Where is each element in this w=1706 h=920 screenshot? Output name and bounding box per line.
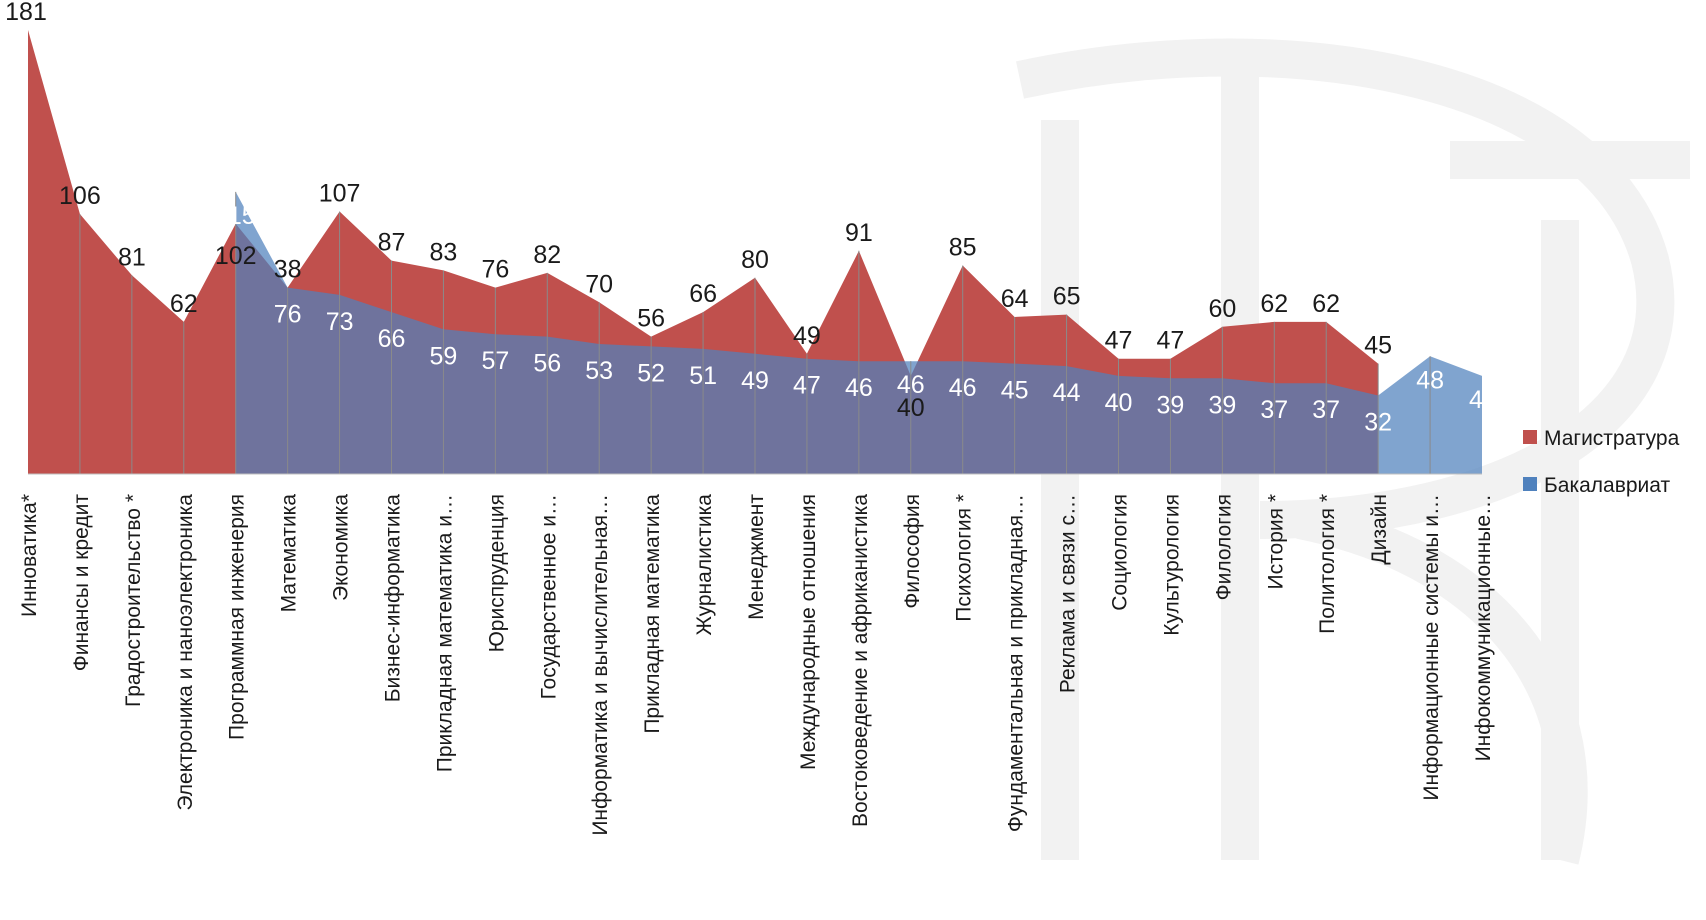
data-label-magistratura: 70 [585, 270, 613, 298]
data-label-magistratura: 45 [1364, 332, 1392, 360]
category-gridlines [79, 191, 1431, 474]
data-label-magistratura: 47 [1156, 327, 1184, 355]
data-label-magistratura: 106 [59, 182, 101, 210]
data-label-magistratura: 76 [481, 256, 509, 284]
data-label-magistratura: 87 [378, 229, 406, 257]
data-label-magistratura: 65 [1053, 283, 1081, 311]
data-label-magistratura: 62 [1312, 290, 1340, 318]
data-label-magistratura: 107 [319, 180, 361, 208]
data-label-magistratura: 91 [845, 219, 873, 247]
data-label-magistratura: 181 [5, 0, 47, 26]
category-label: Программная инженерия [226, 494, 249, 740]
data-label-magistratura: 49 [793, 322, 821, 350]
category-label: Градостроительство * [122, 494, 145, 707]
data-label-bakalavriat: 51 [689, 362, 717, 390]
data-label-magistratura: 82 [533, 241, 561, 269]
data-label-magistratura: 38 [274, 256, 302, 284]
data-label-bakalavriat: 47 [793, 372, 821, 400]
data-label-bakalavriat: 49 [741, 367, 769, 395]
category-label: Дизайн [1368, 494, 1391, 565]
category-label: Прикладная математика [641, 494, 664, 734]
category-label: История * [1264, 494, 1287, 589]
legend-swatch-bakalavriat [1523, 477, 1537, 491]
data-label-magistratura: 80 [741, 246, 769, 274]
category-label: Информатика и вычислительная… [589, 494, 612, 836]
legend-label-magistratura: Магистратура [1544, 427, 1680, 450]
category-label: Международные отношения [797, 494, 820, 770]
data-label-bakalavriat: 53 [585, 357, 613, 385]
category-label: Реклама и связи с… [1057, 494, 1080, 693]
category-label: Менеджмент [745, 494, 768, 620]
data-label-magistratura: 62 [1260, 290, 1288, 318]
data-label-bakalavriat: 76 [274, 301, 302, 329]
data-label-magistratura: 47 [1105, 327, 1133, 355]
category-label: Психология * [953, 494, 976, 622]
data-label-bakalavriat: 40 [1105, 389, 1133, 417]
legend-label-bakalavriat: Бакалавриат [1544, 474, 1671, 497]
category-label: Социология [1109, 494, 1132, 611]
category-label: Бизнес-информатика [382, 494, 405, 703]
data-label-magistratura: 40 [897, 394, 925, 422]
category-label: Инноватика* [18, 494, 41, 617]
category-label: Философия [901, 494, 924, 609]
category-label: Культурология [1160, 494, 1183, 636]
data-label-magistratura: 83 [429, 238, 457, 266]
category-label: Политология * [1316, 494, 1339, 634]
category-label: Востоковедение и африканистика [849, 494, 872, 827]
category-label: Юриспруденция [485, 494, 508, 652]
data-label-bakalavriat: 66 [378, 325, 406, 353]
category-label: Журналистика [693, 494, 716, 636]
category-labels: Инноватика* Финансы и кредит Градостроител… [18, 494, 1495, 836]
data-label-bakalavriat: 32 [1364, 409, 1392, 437]
category-label: Математика [278, 494, 301, 613]
category-label: Экономика [330, 494, 353, 601]
data-label-bakalavriat: 73 [326, 308, 354, 336]
data-label-magistratura: 56 [637, 305, 665, 333]
data-label-bakalavriat: 39 [1156, 391, 1184, 419]
data-label-bakalavriat: 52 [637, 359, 665, 387]
data-label-bakalavriat: 46 [897, 371, 925, 399]
data-label-bakalavriat: 45 [1001, 377, 1029, 405]
data-label-magistratura: 64 [1001, 285, 1029, 313]
data-label-bakalavriat: 4 [1469, 386, 1483, 414]
data-label-bakalavriat: 48 [1416, 366, 1444, 394]
data-label-magistratura: 102 [215, 242, 257, 270]
data-label-magistratura: 66 [689, 280, 717, 308]
data-label-bakalavriat: 46 [845, 374, 873, 402]
data-label-bakalavriat: 39 [1208, 391, 1236, 419]
category-label: Электроника и наноэлектроника [174, 494, 197, 811]
legend-swatch-magistratura [1523, 430, 1537, 444]
data-label-magistratura: 81 [118, 243, 146, 271]
data-label-magistratura: 85 [949, 234, 977, 262]
data-label-magistratura: 62 [170, 290, 198, 318]
legend: Магистратура Бакалавриат [1523, 427, 1680, 497]
category-label: Инфокоммуникационные… [1472, 494, 1495, 761]
data-label-bakalavriat: 37 [1260, 396, 1288, 424]
data-label-bakalavriat: 46 [949, 374, 977, 402]
category-label: Государственное и… [537, 494, 560, 699]
background-watermark [1016, 38, 1690, 865]
category-label: Информационные системы и… [1420, 494, 1443, 801]
data-label-bakalavriat: 56 [533, 350, 561, 378]
category-label: Прикладная математика и… [433, 494, 456, 772]
data-label-bakalavriat: 57 [481, 347, 509, 375]
category-label: Финансы и кредит [70, 494, 93, 672]
category-label: Филология [1212, 494, 1235, 600]
data-label-magistratura: 60 [1208, 295, 1236, 323]
data-label-bakalavriat: 115 [216, 202, 256, 230]
data-label-bakalavriat: 59 [429, 342, 457, 370]
data-labels: 181 106 81 62 102 115 38 76 107 73 87 66 83 59 76 57 82 5… [5, 0, 1483, 437]
data-label-bakalavriat: 37 [1312, 396, 1340, 424]
data-label-bakalavriat: 44 [1053, 379, 1081, 407]
category-label: Фундаментальная и прикладная… [1005, 494, 1028, 832]
